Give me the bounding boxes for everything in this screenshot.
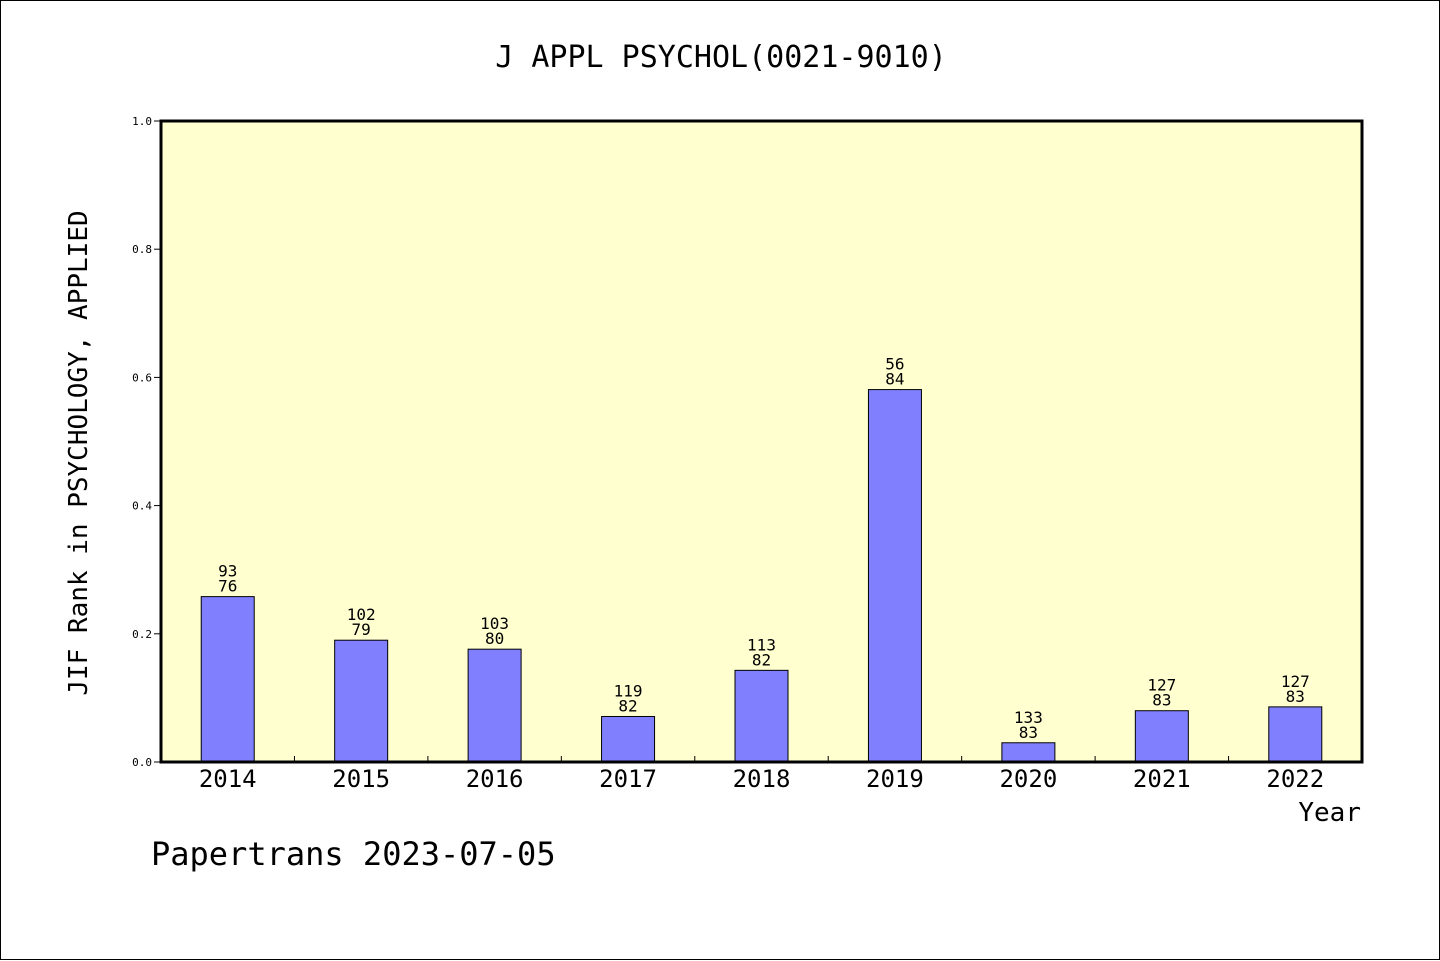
chart-title: J APPL PSYCHOL(0021-9010) — [495, 40, 947, 75]
bar-label-rank: 119 — [614, 681, 643, 700]
bar-label-total: 82 — [752, 650, 771, 669]
y-tick-label: 0.2 — [132, 628, 152, 641]
y-tick-label: 0.0 — [132, 756, 152, 769]
x-tick-label: 2022 — [1266, 765, 1324, 793]
bar-2014 — [200, 596, 255, 763]
bar-label-total: 83 — [1286, 687, 1305, 706]
bar-label-total: 80 — [485, 629, 504, 648]
y-tick-label: 0.4 — [132, 500, 152, 513]
bar-2018 — [734, 669, 789, 763]
bar-2016 — [467, 648, 522, 763]
x-axis: 2014 2015 2016 2017 2018 2019 2020 2021 2022 — [199, 756, 1324, 793]
bar-2020 — [1001, 742, 1056, 763]
bar-label-total: 79 — [352, 620, 371, 639]
x-tick-label: 2020 — [999, 765, 1057, 793]
bar-label-rank: 93 — [218, 562, 237, 581]
x-tick-label: 2018 — [733, 765, 791, 793]
bar-label-rank: 103 — [480, 614, 509, 633]
bar-label-rank: 113 — [747, 635, 776, 654]
bar-label-total: 82 — [618, 696, 637, 715]
y-axis: 0.0 0.2 0.4 0.6 0.8 1.0 — [132, 115, 161, 769]
bar-2017 — [601, 715, 656, 763]
bar-label-total: 84 — [885, 370, 904, 389]
bar-label-rank: 56 — [885, 355, 904, 374]
footer-credit: Papertrans 2023-07-05 — [151, 835, 556, 873]
bar-2019 — [867, 389, 922, 763]
bar-label-total: 83 — [1152, 691, 1171, 710]
x-tick-label: 2016 — [466, 765, 524, 793]
y-axis-label: JIF Rank in PSYCHOLOGY, APPLIED — [64, 210, 94, 695]
plot-border — [159, 119, 1364, 764]
bar-label-rank: 127 — [1147, 676, 1176, 695]
bar-2015 — [334, 639, 389, 763]
y-tick-label: 0.6 — [132, 371, 152, 384]
bar-label-total: 76 — [218, 577, 237, 596]
x-tick-label: 2015 — [332, 765, 390, 793]
x-tick-label: 2019 — [866, 765, 924, 793]
bar-label-rank: 127 — [1281, 672, 1310, 691]
bar-label-rank: 133 — [1014, 708, 1043, 727]
bars-group — [200, 389, 1323, 763]
x-axis-label: Year — [1298, 798, 1361, 828]
x-tick-label: 2017 — [599, 765, 657, 793]
y-tick-label: 1.0 — [132, 115, 152, 128]
y-tick-label: 0.8 — [132, 243, 152, 256]
bar-2021 — [1134, 710, 1189, 763]
bar-2022 — [1268, 706, 1323, 763]
bar-label-total: 83 — [1019, 723, 1038, 742]
x-tick-label: 2014 — [199, 765, 257, 793]
x-tick-label: 2021 — [1133, 765, 1191, 793]
bar-label-rank: 102 — [347, 605, 376, 624]
